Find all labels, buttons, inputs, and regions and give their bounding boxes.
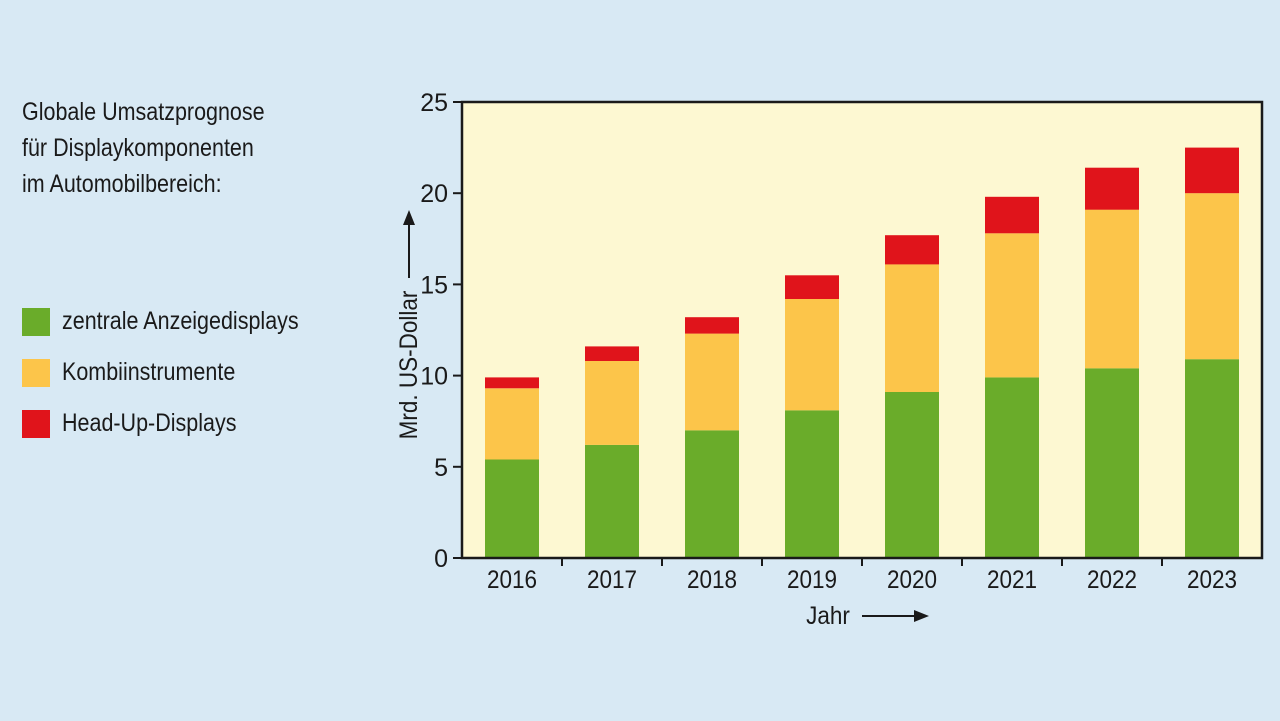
legend: zentrale Anzeigedisplays Kombiinstrument… (22, 296, 337, 449)
x-tick-label-2023: 2023 (1187, 566, 1237, 594)
chart-title-line-3: im Automobilbereich: (22, 170, 222, 198)
bar-2022-series-1 (1085, 209, 1139, 369)
bar-2019-series-0 (785, 410, 839, 558)
bar-2018-series-0 (685, 430, 739, 558)
x-tick-label-2020: 2020 (887, 566, 937, 594)
bar-2017-series-0 (585, 444, 639, 558)
legend-item-head-up-displays: Head-Up-Displays (22, 398, 337, 449)
bar-2021-series-1 (985, 233, 1039, 378)
legend-item-zentrale-anzeigedisplays: zentrale Anzeigedisplays (22, 296, 337, 347)
x-tick-label-2022: 2022 (1087, 566, 1137, 594)
x-tick-label-2016: 2016 (487, 566, 537, 594)
bar-2022-series-0 (1085, 368, 1139, 558)
y-tick-label-0: 0 (434, 545, 448, 573)
x-tick-label-2019: 2019 (787, 566, 837, 594)
bar-2016-series-0 (485, 459, 539, 558)
legend-swatch-orange (22, 358, 50, 387)
bar-2019-series-1 (785, 299, 839, 411)
x-tick-label-2021: 2021 (987, 566, 1037, 594)
x-tick-label-2017: 2017 (587, 566, 637, 594)
bar-2016-series-2 (485, 377, 539, 389)
bar-2020-series-1 (885, 264, 939, 392)
chart-title-line-2: für Displaykomponenten (22, 134, 254, 162)
chart-title: Globale Umsatzprognose für Displaykompon… (22, 94, 332, 202)
bar-2019-series-2 (785, 275, 839, 299)
x-axis-label: Jahr (806, 602, 850, 630)
bar-2017-series-2 (585, 346, 639, 361)
legend-swatch-green (22, 307, 50, 336)
legend-label: Head-Up-Displays (62, 409, 237, 437)
y-tick-label-5: 5 (434, 454, 448, 482)
bar-2021-series-2 (985, 196, 1039, 234)
bar-2023-series-0 (1185, 359, 1239, 558)
plot-area (462, 102, 1262, 558)
y-tick-label-15: 15 (420, 271, 448, 299)
chart-title-line-1: Globale Umsatzprognose (22, 98, 265, 126)
bar-2017-series-1 (585, 361, 639, 445)
bar-2023-series-1 (1185, 193, 1239, 360)
y-tick-label-25: 25 (420, 89, 448, 117)
bar-2018-series-1 (685, 333, 739, 431)
legend-label: zentrale Anzeigedisplays (62, 307, 299, 335)
x-tick-label-2018: 2018 (687, 566, 737, 594)
bar-2020-series-0 (885, 392, 939, 558)
y-axis-label: Mrd. US-Dollar (395, 291, 423, 440)
bar-2018-series-2 (685, 317, 739, 334)
bar-2020-series-2 (885, 235, 939, 265)
y-tick-label-20: 20 (420, 180, 448, 208)
y-tick-label-10: 10 (420, 363, 448, 391)
legend-item-kombiinstrumente: Kombiinstrumente (22, 347, 337, 398)
bar-2022-series-2 (1085, 167, 1139, 210)
bar-2021-series-0 (985, 377, 1039, 558)
bar-2016-series-1 (485, 388, 539, 460)
bar-2023-series-2 (1185, 147, 1239, 194)
legend-swatch-red (22, 409, 50, 438)
y-axis-arrow-head (403, 210, 415, 225)
legend-label: Kombiinstrumente (62, 358, 236, 386)
x-axis-arrow-head (914, 610, 929, 622)
